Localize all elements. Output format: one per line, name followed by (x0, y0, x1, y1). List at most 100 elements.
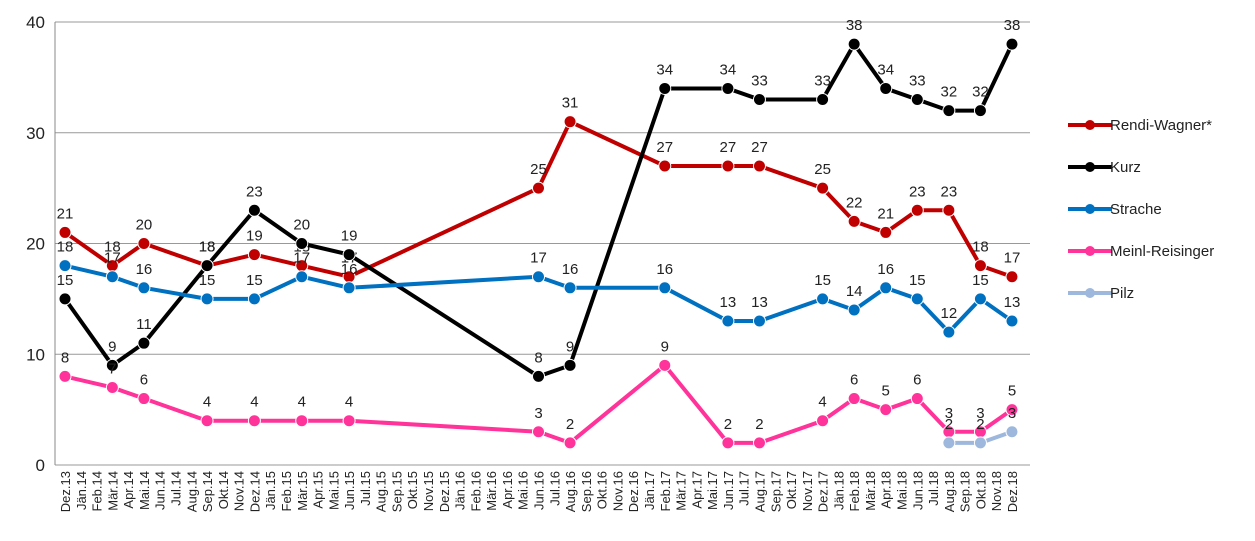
x-tick-label: Dez.18 (1005, 471, 1020, 512)
data-label: 7 (108, 360, 116, 377)
data-label: 9 (661, 338, 669, 355)
data-label: 23 (246, 183, 263, 200)
y-tick-label: 0 (36, 456, 45, 475)
x-tick-label: Jän.14 (74, 471, 89, 510)
x-tick-label: Okt.16 (595, 471, 610, 509)
x-tick-label: Feb.17 (658, 471, 673, 511)
x-tick-label: Sep.16 (579, 471, 594, 512)
data-label: 15 (57, 272, 74, 289)
data-label: 32 (972, 84, 989, 101)
data-label: 34 (656, 61, 673, 78)
data-point (247, 414, 261, 428)
data-label: 4 (818, 394, 826, 411)
data-label: 15 (972, 272, 989, 289)
x-tick-label: Dez.16 (626, 471, 641, 512)
data-point (532, 369, 545, 383)
x-tick-label: Nov.15 (421, 471, 436, 511)
data-label: 18 (57, 239, 74, 256)
data-label: 4 (298, 394, 306, 411)
x-tick-label: Okt.17 (784, 471, 799, 509)
data-point (879, 403, 893, 417)
data-point (1005, 403, 1019, 417)
data-label: 15 (909, 272, 926, 289)
data-point (752, 314, 766, 328)
data-label: 11 (136, 316, 152, 333)
data-label: 2 (724, 416, 732, 433)
x-tick-label: Dez.13 (58, 471, 73, 512)
x-tick-label: Mär.18 (863, 471, 878, 511)
data-point (342, 248, 356, 262)
data-point (295, 270, 309, 284)
data-label: 17 (104, 250, 121, 267)
data-point (342, 281, 356, 295)
x-tick-label: Sep.17 (768, 471, 783, 512)
data-point (816, 414, 830, 428)
x-tick-label: Dez.15 (437, 471, 452, 512)
data-point (137, 336, 151, 350)
data-label: 2 (566, 416, 574, 433)
data-point (58, 292, 72, 306)
data-point (847, 37, 861, 51)
data-label: 17 (1004, 250, 1021, 267)
data-label: 13 (1004, 294, 1021, 311)
data-point (532, 425, 545, 439)
x-tick-label: Dez.17 (816, 471, 831, 512)
data-point (973, 104, 987, 118)
x-tick-label: Apr.14 (121, 471, 136, 509)
data-point (752, 159, 766, 173)
data-label: 17 (530, 250, 547, 267)
x-tick-label: Jul.18 (926, 471, 941, 506)
data-point (910, 392, 924, 406)
data-point (816, 181, 830, 195)
data-point (910, 203, 924, 217)
legend-marker (1085, 162, 1095, 172)
legend-marker (1085, 288, 1095, 298)
legend-marker (1085, 204, 1095, 214)
x-tick-label: Sep.15 (389, 471, 404, 512)
data-label: 20 (136, 217, 153, 234)
y-tick-label: 10 (26, 345, 45, 364)
data-label: 32 (941, 84, 958, 101)
data-point (658, 159, 672, 173)
data-label: 4 (250, 394, 258, 411)
x-tick-label: Aug.16 (563, 471, 578, 512)
data-label: 20 (293, 217, 310, 234)
x-tick-label: Aug.14 (184, 471, 199, 512)
x-tick-label: Apr.15 (311, 471, 326, 509)
data-point (879, 81, 893, 95)
data-point (342, 414, 356, 428)
data-point (752, 93, 766, 107)
x-tick-label: Apr.17 (689, 471, 704, 509)
x-tick-label: Jun.16 (532, 471, 547, 510)
x-tick-label: Mai.17 (705, 471, 720, 510)
data-point (58, 369, 72, 383)
x-tick-label: Jän.16 (453, 471, 468, 510)
data-label: 13 (720, 294, 737, 311)
x-tick-label: Jul.17 (737, 471, 752, 506)
data-point (563, 358, 577, 372)
x-tick-label: Apr.18 (879, 471, 894, 509)
data-point (658, 281, 672, 295)
data-label: 19 (341, 228, 358, 245)
data-label: 3 (976, 405, 984, 422)
legend-label: Strache (1110, 201, 1162, 218)
x-tick-label: Aug.15 (374, 471, 389, 512)
y-tick-label: 20 (26, 235, 45, 254)
data-point (721, 436, 735, 450)
data-point (563, 436, 577, 450)
data-label: 3 (534, 405, 542, 422)
x-tick-label: Apr.16 (500, 471, 515, 509)
x-tick-label: Feb.14 (90, 471, 105, 511)
x-tick-label: Jun.15 (342, 471, 357, 510)
legend-label: Meinl-Reisinger (1110, 243, 1214, 260)
data-label: 3 (1008, 405, 1016, 422)
data-label: 13 (751, 294, 768, 311)
data-point (721, 314, 735, 328)
data-label: 25 (814, 161, 831, 178)
data-label: 34 (720, 61, 737, 78)
x-tick-label: Jul.15 (358, 471, 373, 506)
x-tick-label: Sep.18 (958, 471, 973, 512)
x-tick-label: Mär.15 (295, 471, 310, 511)
x-tick-label: Nov.14 (232, 471, 247, 511)
data-label: 23 (941, 183, 958, 200)
